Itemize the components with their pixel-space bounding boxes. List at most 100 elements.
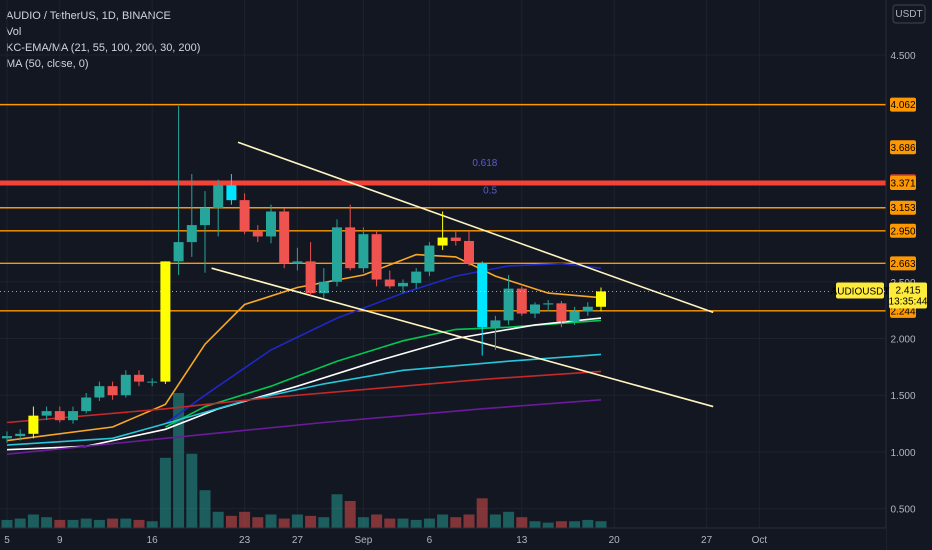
- candle-body[interactable]: [345, 227, 356, 269]
- candle-body[interactable]: [582, 306, 593, 312]
- volume-bar: [410, 519, 422, 528]
- candle-body[interactable]: [516, 288, 527, 314]
- candle-body[interactable]: [2, 436, 12, 439]
- volume-bar: [529, 521, 541, 528]
- candle-body[interactable]: [371, 234, 382, 280]
- candle-body[interactable]: [384, 279, 395, 287]
- candle-body[interactable]: [543, 303, 554, 305]
- candle-body[interactable]: [332, 227, 342, 282]
- level-badge[interactable]: [890, 256, 916, 271]
- volume-bar: [582, 519, 594, 528]
- volume-bar: [503, 511, 515, 528]
- candle-body[interactable]: [292, 261, 303, 264]
- volume-bar: [331, 494, 343, 528]
- y-tick-label: 2.000: [890, 335, 915, 346]
- candle-body[interactable]: [318, 281, 329, 294]
- volume-bar: [212, 511, 224, 528]
- volume-bar: [318, 517, 330, 528]
- candle-body[interactable]: [266, 211, 276, 237]
- level-badge[interactable]: [890, 223, 916, 238]
- y-tick-label: 1.000: [890, 448, 915, 459]
- level-badge[interactable]: [890, 140, 916, 155]
- candle-body[interactable]: [120, 374, 131, 396]
- volume-bar: [80, 518, 92, 528]
- volume-bar: [450, 517, 462, 528]
- candle-body[interactable]: [503, 288, 514, 321]
- volume-bar: [489, 514, 501, 528]
- candle-body[interactable]: [450, 237, 461, 241]
- volume-bar: [476, 498, 488, 528]
- currency-label: USDT: [895, 9, 922, 20]
- candle-body[interactable]: [411, 271, 422, 283]
- candle-body[interactable]: [134, 374, 144, 382]
- volume-bar: [542, 522, 554, 528]
- candle-body[interactable]: [596, 291, 606, 307]
- volume-bar: [239, 511, 251, 528]
- level-badge[interactable]: [890, 97, 916, 112]
- candle-body[interactable]: [81, 397, 92, 412]
- volume-bar: [1, 519, 13, 528]
- candle-body[interactable]: [173, 242, 184, 262]
- candle-body[interactable]: [226, 185, 237, 201]
- current-price-badge[interactable]: [889, 282, 927, 309]
- volume-bar: [107, 518, 119, 528]
- moving-average-line: [6, 317, 602, 451]
- candle-body[interactable]: [279, 211, 290, 264]
- moving-average-line: [6, 370, 602, 424]
- candle-body[interactable]: [437, 237, 448, 246]
- x-tick-label: Oct: [752, 535, 768, 546]
- legend-symbol[interactable]: AUDIO / TetherUS, 1D, BINANCE: [6, 10, 171, 22]
- candle-body[interactable]: [213, 185, 224, 209]
- candle-body[interactable]: [424, 245, 435, 272]
- volume-bar: [67, 519, 79, 528]
- price-axis[interactable]: [886, 0, 932, 550]
- candle-body[interactable]: [186, 225, 197, 243]
- candle-body[interactable]: [54, 411, 65, 421]
- volume-bar: [146, 521, 158, 528]
- candle-body[interactable]: [398, 282, 408, 287]
- candle-body[interactable]: [147, 381, 158, 383]
- trend-line[interactable]: [237, 141, 714, 314]
- level-badge[interactable]: [890, 176, 916, 191]
- candle-body[interactable]: [15, 433, 26, 437]
- candle-body[interactable]: [28, 415, 39, 434]
- time-axis[interactable]: [0, 528, 886, 550]
- x-tick-label: 13: [516, 535, 528, 546]
- level-badge-label: 3.686: [890, 143, 915, 154]
- candle-body[interactable]: [464, 240, 474, 264]
- candle-body[interactable]: [490, 320, 501, 328]
- volume-bar: [54, 519, 66, 528]
- legend-ma[interactable]: MA (50, close, 0): [6, 58, 89, 70]
- level-badge-label: 2.663: [890, 259, 915, 270]
- volume-bar: [437, 514, 449, 528]
- volume-bar: [344, 501, 356, 528]
- candle-body[interactable]: [252, 230, 263, 237]
- candle-body[interactable]: [477, 263, 488, 328]
- moving-average-line: [164, 262, 602, 425]
- x-tick-label: 5: [4, 535, 10, 546]
- y-tick-label: 1.500: [890, 391, 915, 402]
- candle-body[interactable]: [94, 386, 105, 398]
- candle-body[interactable]: [200, 208, 210, 226]
- trend-line[interactable]: [211, 267, 714, 408]
- candle-body[interactable]: [41, 411, 52, 416]
- candle-body[interactable]: [305, 261, 316, 294]
- fib-label-05: 0.5: [483, 185, 497, 196]
- currency-button[interactable]: [892, 4, 926, 24]
- candle-body[interactable]: [569, 311, 580, 322]
- candle-body[interactable]: [556, 303, 567, 322]
- candle-body[interactable]: [107, 386, 118, 396]
- candle-body[interactable]: [68, 411, 78, 421]
- ticker-badge[interactable]: [836, 282, 884, 299]
- level-badge[interactable]: [890, 200, 916, 215]
- volume-bar: [357, 517, 369, 528]
- volume-bar: [93, 519, 105, 528]
- candle-body[interactable]: [358, 234, 369, 269]
- legend-volume[interactable]: Vol: [6, 26, 22, 38]
- candle-body[interactable]: [239, 200, 250, 231]
- volume-bar: [159, 457, 171, 528]
- candle-body[interactable]: [160, 261, 171, 382]
- volume-bar: [14, 518, 26, 528]
- candle-body[interactable]: [530, 304, 540, 314]
